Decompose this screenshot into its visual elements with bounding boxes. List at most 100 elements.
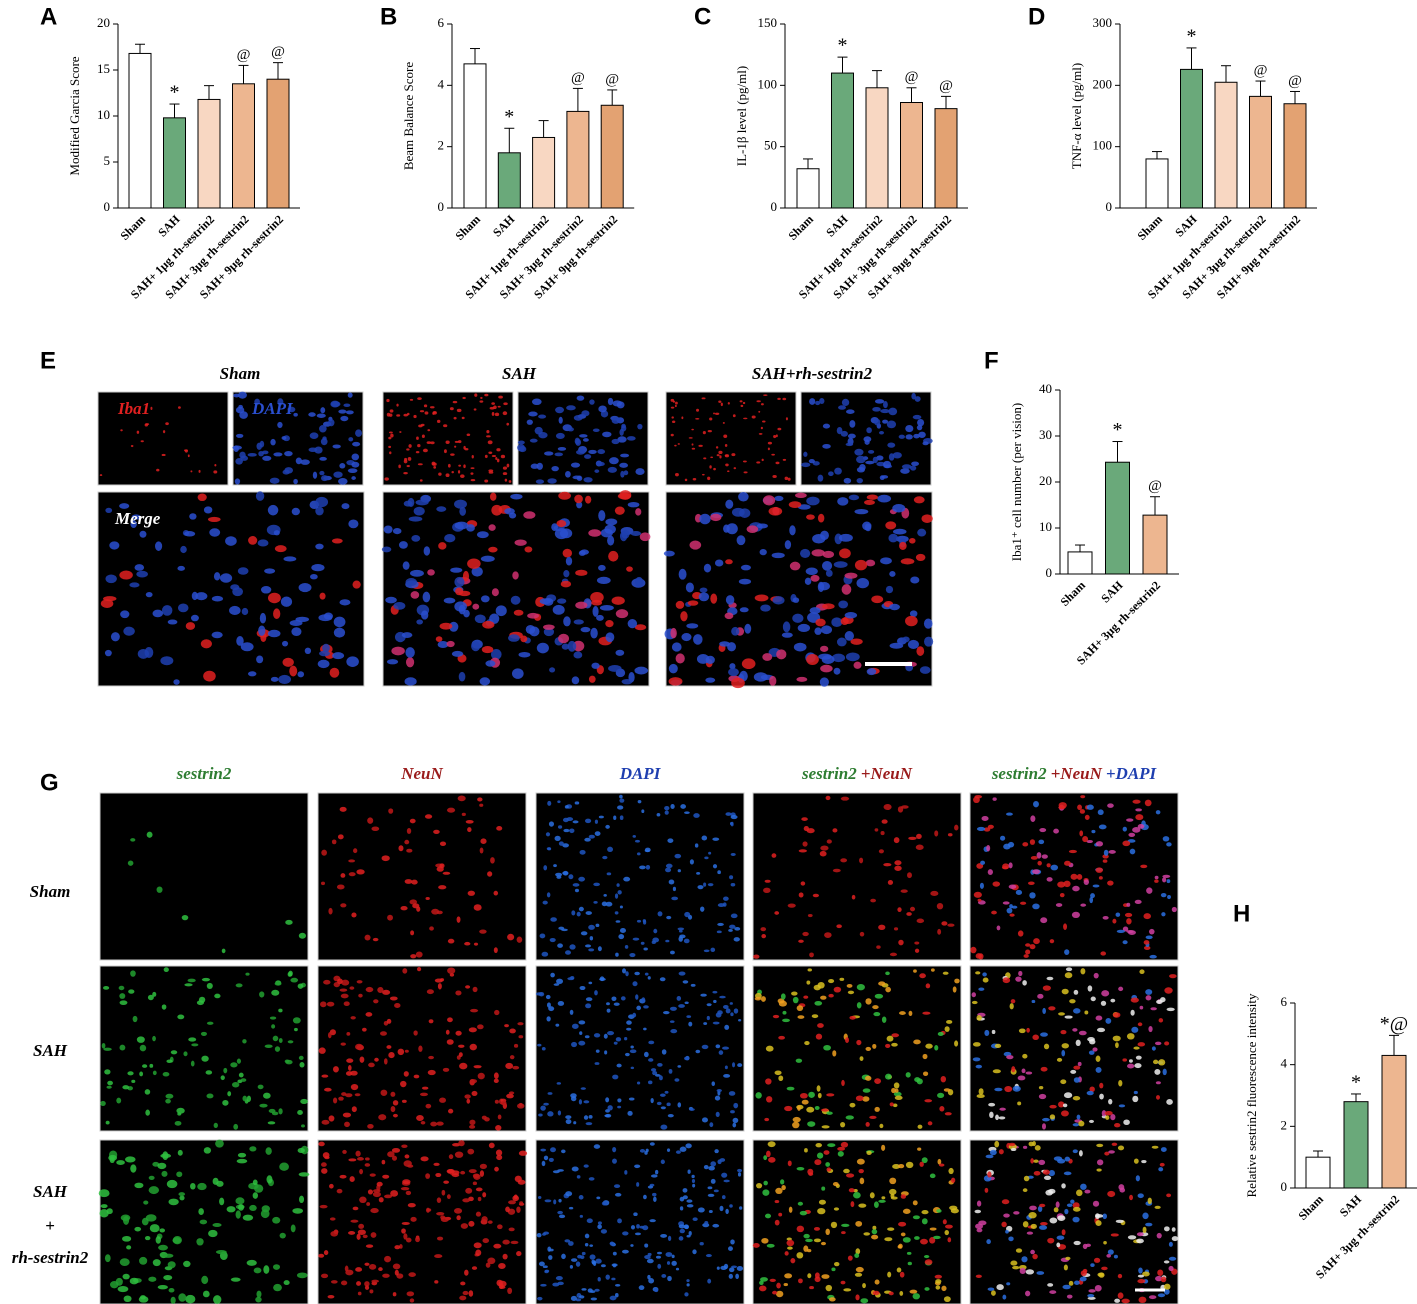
column-label: sestrin2 +NeuN (801, 764, 913, 783)
cell (643, 1005, 649, 1009)
cell (140, 440, 144, 443)
cell (667, 838, 674, 843)
cell (1009, 913, 1015, 917)
cell (900, 805, 909, 809)
bar (497, 152, 521, 209)
cell (1002, 977, 1011, 984)
cell (994, 1140, 1000, 1148)
cell (684, 1292, 689, 1297)
cell (535, 992, 543, 996)
cell (866, 494, 879, 500)
cell (605, 620, 614, 628)
cell (572, 820, 579, 824)
cell (106, 1085, 112, 1089)
cell (707, 1193, 715, 1197)
cell (899, 1011, 906, 1015)
cell (320, 1001, 327, 1008)
cell (463, 464, 466, 469)
cell (589, 399, 595, 405)
cell (1082, 835, 1089, 843)
cell (490, 649, 502, 660)
cell (855, 1220, 863, 1227)
significance-mark: *@ (1380, 1013, 1408, 1035)
cell (1049, 939, 1055, 944)
cell (1104, 1151, 1110, 1156)
cell (174, 1120, 182, 1126)
cell (686, 1199, 693, 1203)
cell (765, 1078, 772, 1085)
cell (1063, 923, 1068, 930)
cell (238, 391, 247, 399)
cell (724, 612, 734, 620)
cell (1128, 832, 1136, 837)
cell (874, 399, 885, 404)
cell (488, 546, 498, 553)
cell (584, 837, 591, 842)
cell (493, 405, 497, 410)
cell (184, 983, 193, 987)
cell (1015, 976, 1022, 982)
cell (725, 1008, 731, 1014)
cell (284, 451, 293, 457)
cell (823, 1044, 831, 1051)
cell (417, 463, 423, 466)
cell (774, 495, 784, 501)
cell (447, 967, 456, 974)
cell (758, 410, 761, 413)
cell (368, 1263, 377, 1270)
cell (573, 415, 583, 421)
cell (369, 1289, 374, 1294)
cell (406, 1291, 415, 1297)
cell (820, 845, 829, 851)
cell (172, 1235, 182, 1245)
cell (898, 1163, 905, 1169)
cell (863, 436, 872, 443)
cell (621, 679, 633, 685)
cell (458, 590, 471, 597)
cell (232, 587, 243, 597)
cell (763, 887, 771, 894)
cell (508, 1091, 515, 1095)
cell (888, 1291, 894, 1296)
cell (806, 1106, 815, 1113)
cell (738, 492, 749, 502)
cell (390, 1190, 399, 1197)
cell (425, 1103, 432, 1109)
cell (443, 1180, 450, 1184)
cell (622, 1249, 629, 1254)
cell (646, 1258, 654, 1264)
cell (238, 1204, 245, 1211)
cell (295, 457, 302, 465)
cell (935, 1285, 941, 1290)
cell (323, 979, 331, 985)
cell (1114, 1123, 1121, 1128)
cell (542, 900, 548, 905)
cell (914, 1236, 920, 1240)
cell (756, 461, 761, 464)
cell (768, 1157, 776, 1163)
cell (593, 901, 598, 904)
cell (762, 1189, 770, 1196)
cell (914, 1077, 921, 1083)
cell (885, 1073, 892, 1080)
cell (688, 1021, 693, 1027)
cell (1171, 1236, 1179, 1242)
cell (161, 1004, 167, 1010)
cell (729, 1002, 733, 1005)
cell (569, 828, 575, 834)
cell (467, 827, 472, 833)
cell (551, 465, 559, 472)
cell (628, 1097, 635, 1101)
cell (517, 1179, 526, 1185)
cell (664, 810, 669, 815)
cell (366, 1202, 371, 1206)
cell (493, 890, 499, 896)
cell (485, 1262, 491, 1268)
cell (377, 986, 384, 993)
cell (273, 1283, 282, 1292)
cell (103, 986, 110, 990)
cell (401, 1221, 410, 1226)
cell (597, 1224, 602, 1230)
cell (954, 824, 959, 831)
cell (1092, 1200, 1100, 1207)
